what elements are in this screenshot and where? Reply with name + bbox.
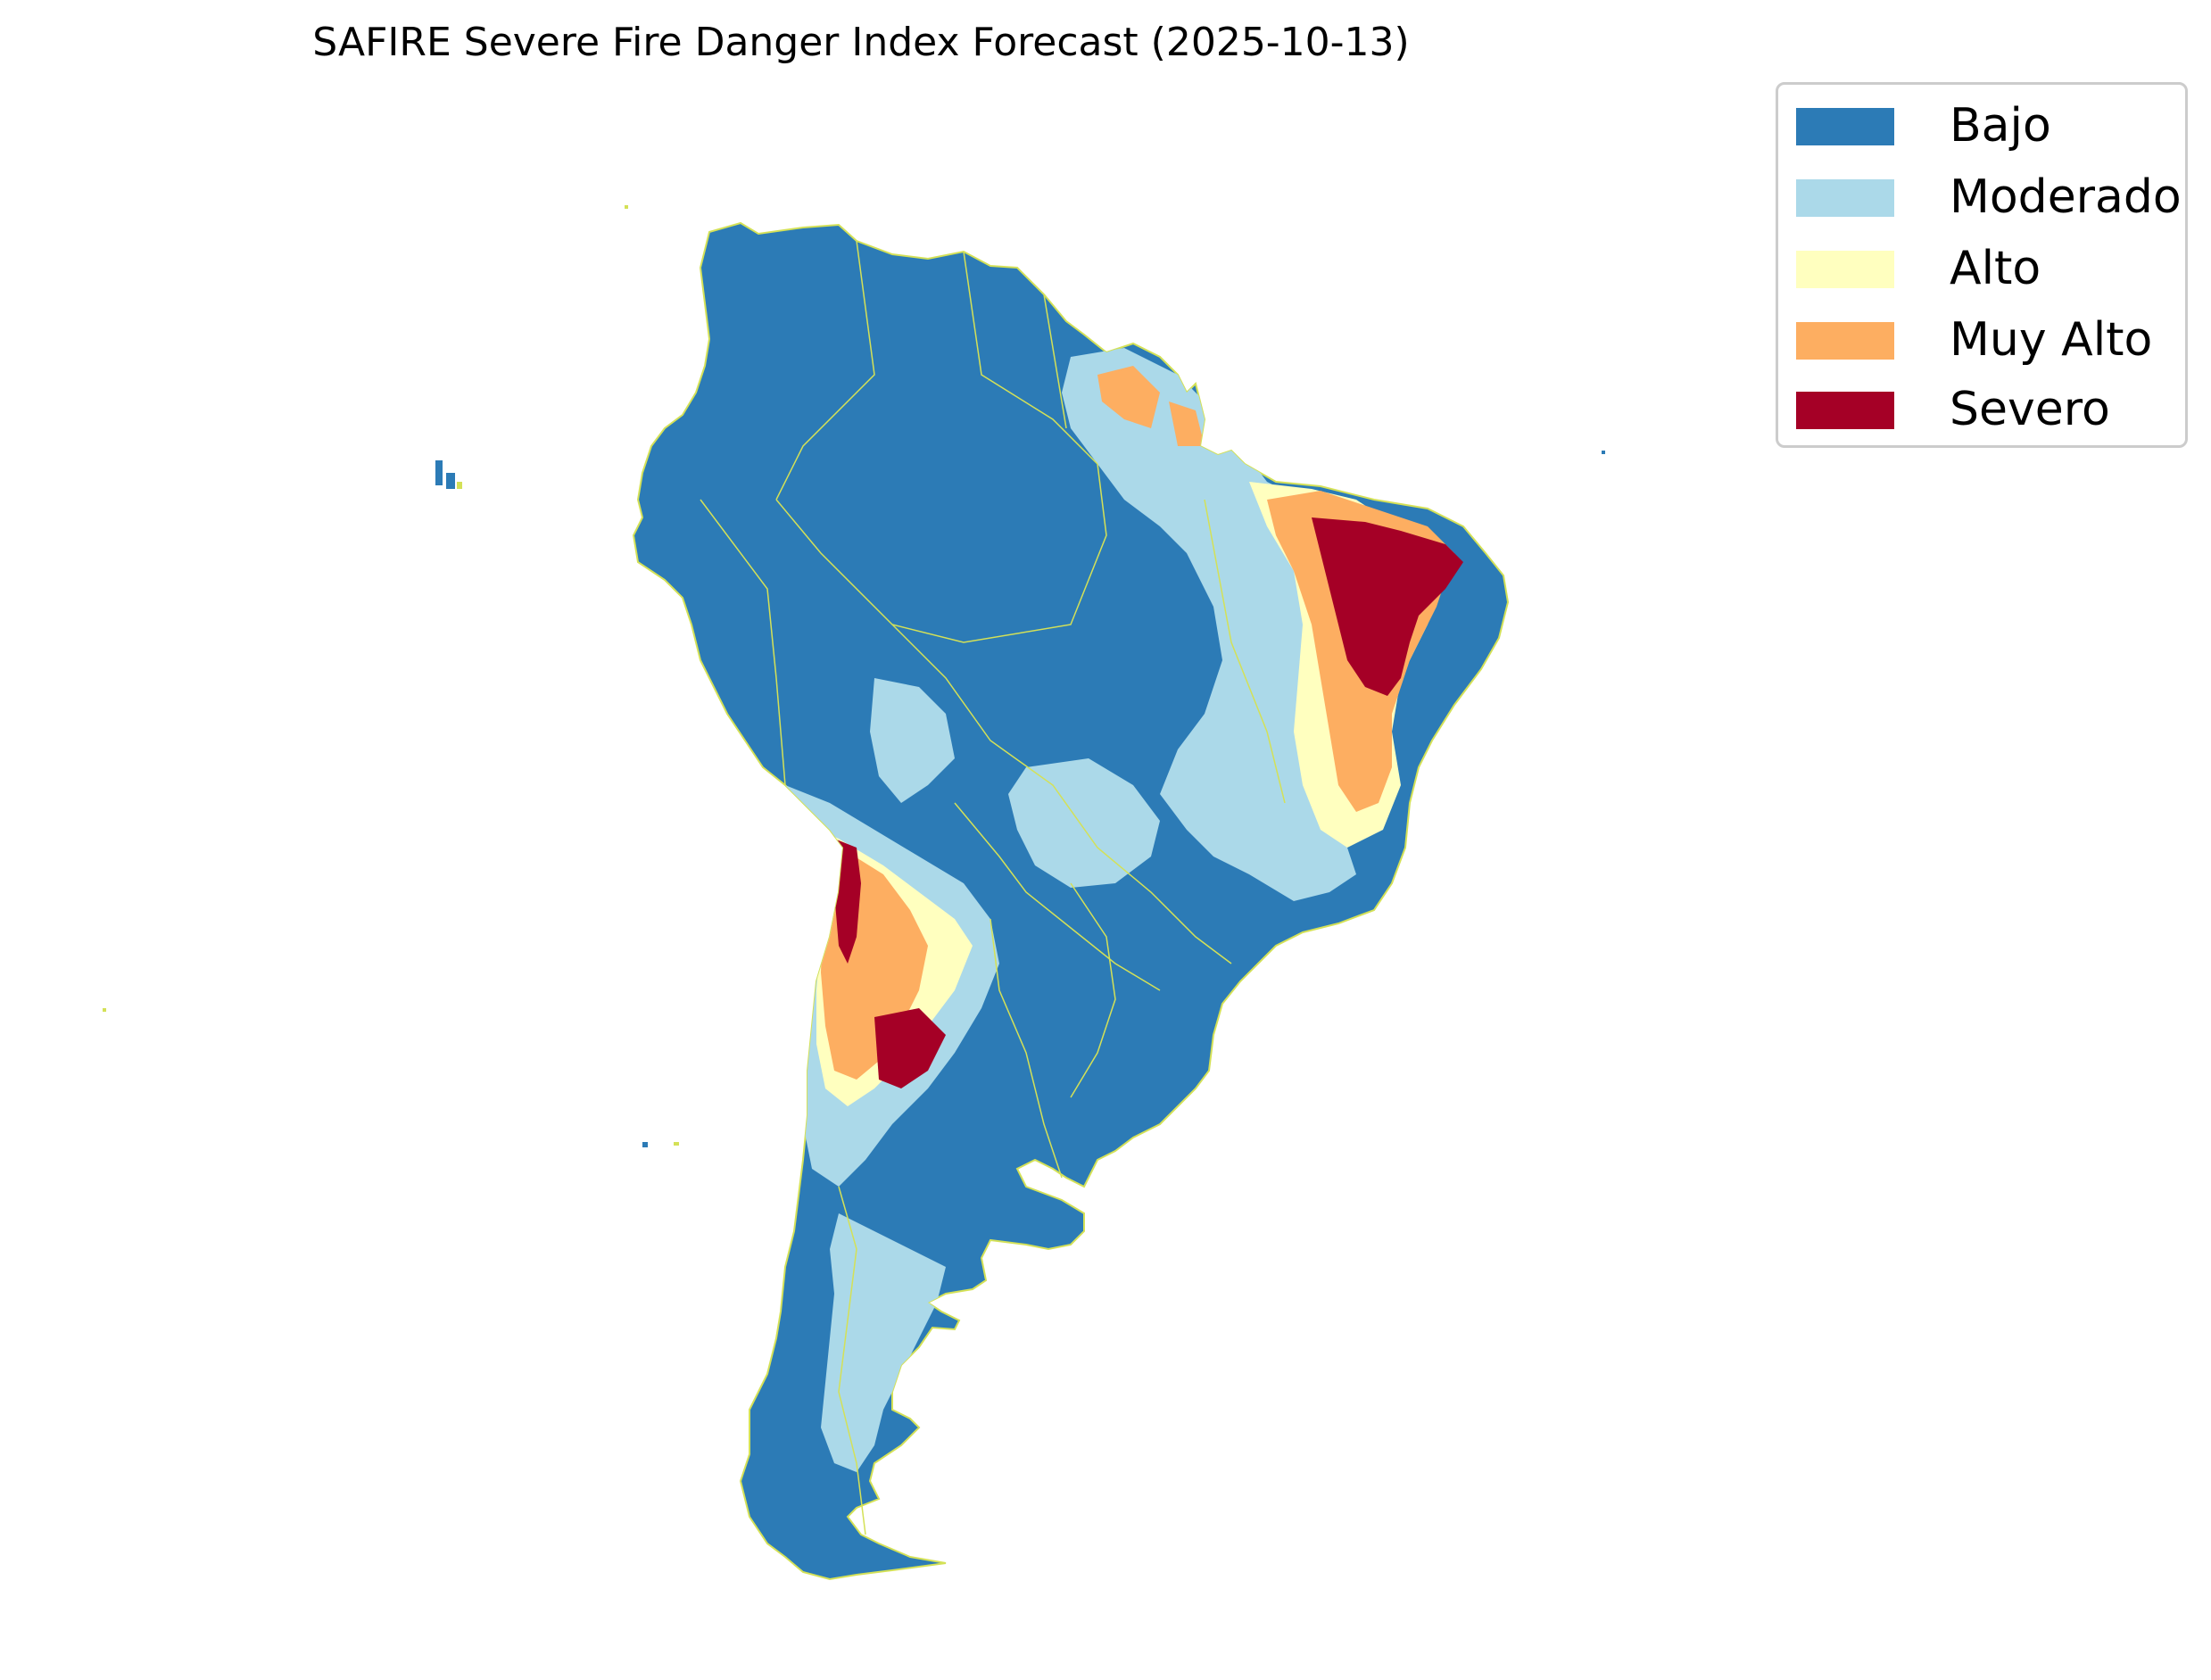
zone-severo-atacama bbox=[834, 839, 861, 964]
offshore-island bbox=[625, 205, 628, 209]
small-island-markers bbox=[103, 205, 1605, 1147]
zone-moderado-bolivia bbox=[870, 678, 955, 803]
zone-severo-cuyo bbox=[874, 1008, 946, 1088]
legend-swatch-bajo bbox=[1796, 108, 1894, 145]
zone-muy-alto-amapa bbox=[1169, 401, 1205, 446]
country-borders bbox=[700, 240, 1286, 1535]
legend-label-muy-alto: Muy Alto bbox=[1950, 313, 2153, 367]
map-title: SAFIRE Severe Fire Danger Index Forecast… bbox=[312, 20, 1410, 65]
legend-label-severo: Severo bbox=[1950, 383, 2110, 436]
zone-muy-alto-guiana bbox=[1097, 366, 1160, 428]
offshore-island bbox=[642, 1142, 648, 1147]
legend-swatch-alto bbox=[1796, 251, 1894, 288]
legend-swatch-muy-alto bbox=[1796, 322, 1894, 360]
legend-label-moderado: Moderado bbox=[1950, 170, 2182, 224]
offshore-island bbox=[103, 1008, 106, 1012]
galapagos-island bbox=[446, 473, 455, 489]
legend-label-alto: Alto bbox=[1950, 242, 2041, 295]
zone-moderado-northeast bbox=[1062, 348, 1356, 901]
zone-moderado-central bbox=[1008, 758, 1160, 888]
legend-label-bajo: Bajo bbox=[1950, 99, 2051, 153]
legend-swatch-moderado bbox=[1796, 179, 1894, 217]
offshore-island bbox=[1602, 451, 1605, 454]
galapagos-island bbox=[457, 482, 462, 489]
legend: Bajo Moderado Alto Muy Alto Severo bbox=[1776, 82, 2188, 448]
danger-zones bbox=[785, 348, 1463, 1472]
galapagos-island bbox=[435, 460, 443, 485]
zone-moderado-patagonia bbox=[821, 1213, 946, 1472]
zone-severo-northeast bbox=[1312, 517, 1463, 696]
offshore-island bbox=[674, 1142, 679, 1146]
legend-swatch-severo bbox=[1796, 392, 1894, 429]
fire-danger-map bbox=[103, 205, 1605, 1581]
